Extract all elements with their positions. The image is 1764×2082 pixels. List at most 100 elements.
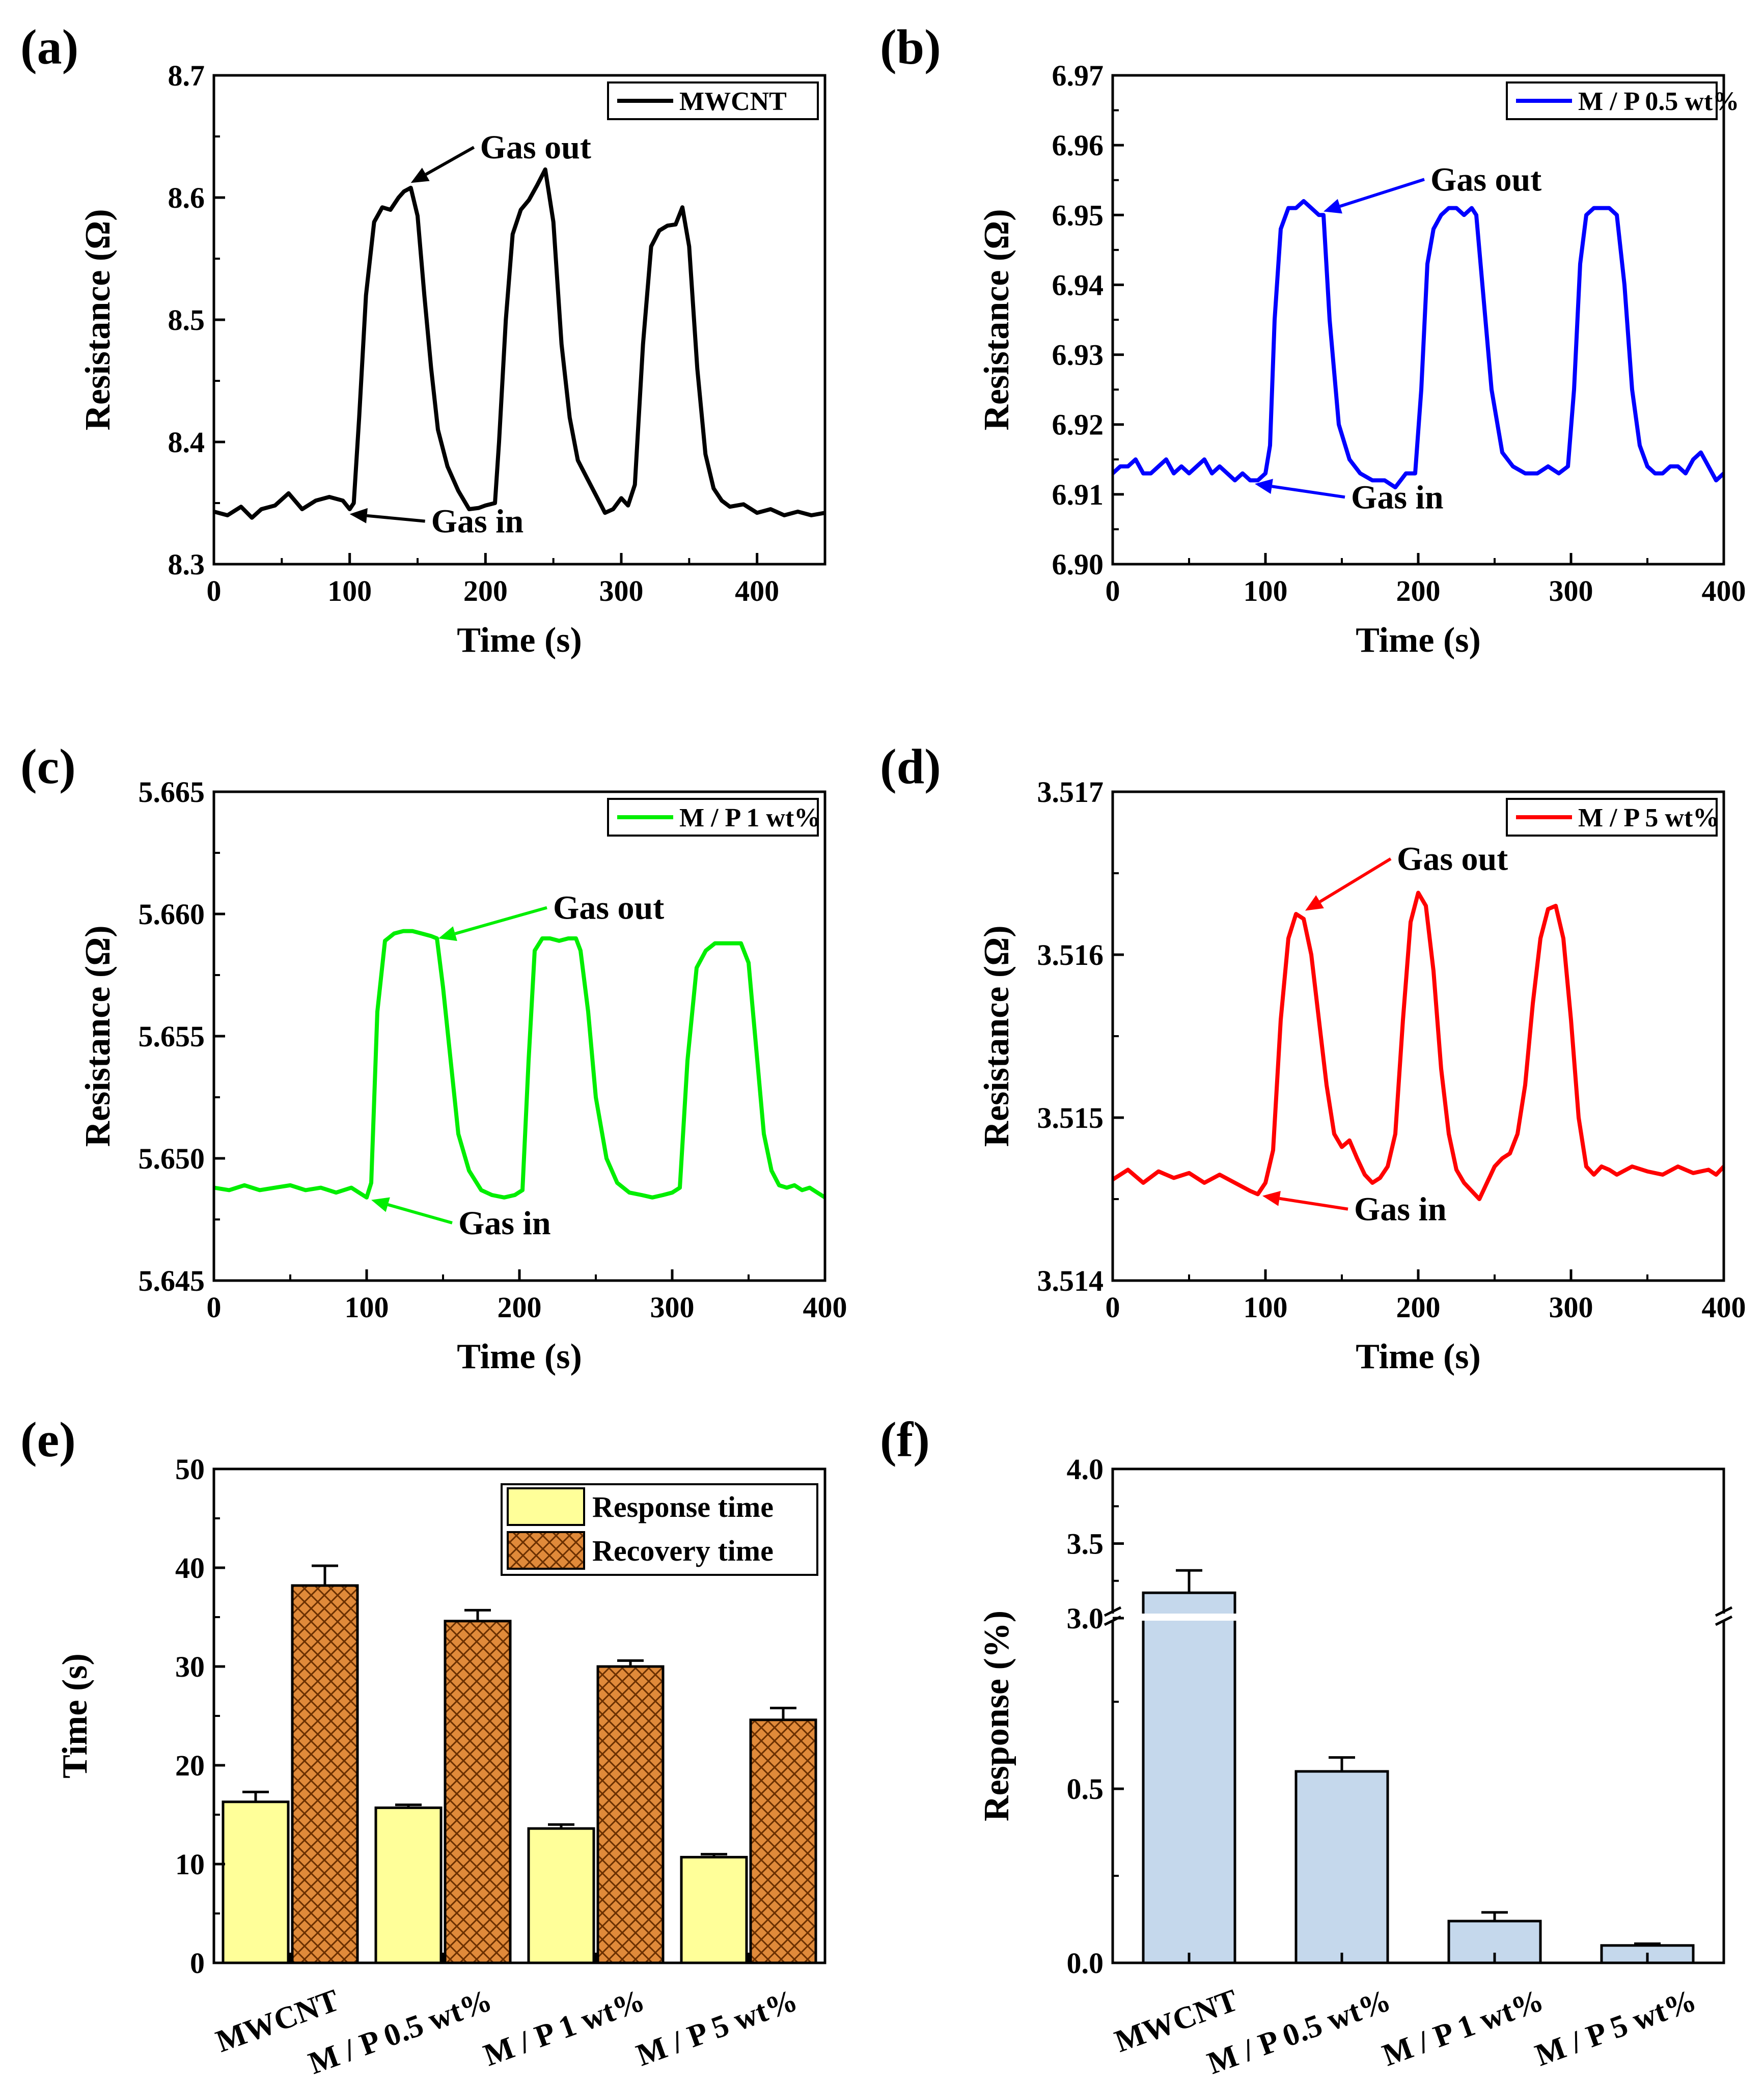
legend-label: M / P 0.5 wt% (1578, 87, 1739, 116)
y-tick-label: 6.97 (1052, 59, 1104, 92)
annotation-arrow-shaft (1279, 1197, 1348, 1211)
x-tick-label: 0 (1106, 574, 1120, 607)
y-tick-label: 3.516 (1037, 938, 1104, 971)
y-tick-label: 6.96 (1052, 129, 1104, 162)
x-tick-label: M / P 1 wt% (479, 1983, 649, 2073)
y-axis-label: Response (%) (977, 1611, 1016, 1821)
bar-response (374, 1806, 443, 1964)
x-tick-label: 0 (207, 574, 222, 607)
y-tick-label: 3.5 (1067, 1528, 1104, 1561)
legend-label: Response time (592, 1490, 774, 1523)
x-tick-label: 100 (327, 574, 372, 607)
x-tick-label: 100 (1244, 574, 1288, 607)
y-tick-label: 30 (175, 1650, 205, 1683)
legend-label: M / P 1 wt% (679, 803, 820, 832)
annotation-arrow-shaft (387, 1203, 453, 1225)
y-tick-label: 6.93 (1052, 339, 1104, 372)
annotation-text: Gas out (553, 890, 664, 927)
y-tick-label: 5.665 (139, 775, 205, 809)
panel-label-e: (e) (20, 1412, 76, 1467)
bar-response (222, 1800, 290, 1964)
x-tick-label: 300 (599, 574, 644, 607)
annotation-gas-out: Gas out (410, 129, 591, 183)
x-tick-label: 100 (1244, 1291, 1288, 1324)
annotation-text: Gas out (1397, 841, 1508, 878)
x-tick-label: 400 (735, 574, 779, 607)
x-tick-label: 300 (1549, 1291, 1593, 1324)
bar-recovery (749, 1718, 817, 1964)
y-tick-label: 6.95 (1052, 199, 1104, 232)
bar-response (1142, 1591, 1236, 1964)
x-tick-label: 400 (1702, 574, 1746, 607)
y-tick-label: 8.3 (168, 548, 205, 581)
annotation-text: Gas in (431, 503, 524, 540)
annotation-arrow-head (438, 926, 457, 941)
panel-d: (d) 0 100 200 300 400 3.514 3.515 3.516 3.517 Time… (880, 739, 1746, 1376)
x-tick-label: 300 (650, 1291, 695, 1324)
annotation-text: Gas out (480, 129, 591, 166)
y-tick-label: 8.6 (168, 181, 205, 214)
series-line-d (1111, 891, 1725, 1201)
x-tick-label: M / P 5 wt% (1531, 1983, 1701, 2073)
annotation-arrow-head (1255, 479, 1273, 494)
annotation-arrow-shaft (425, 146, 475, 176)
axis-break-mark (1715, 1615, 1733, 1626)
y-tick-label: 5.660 (139, 898, 205, 931)
annotation-gas-in: Gas in (371, 1197, 551, 1242)
x-tick-label: 200 (1396, 1291, 1441, 1324)
x-tick-label: 300 (1549, 574, 1593, 607)
annotation-text: Gas in (458, 1205, 551, 1242)
legend-b: M / P 0.5 wt% (1506, 81, 1739, 120)
axis-break-mark (1104, 1606, 1122, 1617)
y-axis-label: Time (s) (56, 1653, 95, 1779)
y-tick-label: 10 (175, 1848, 205, 1881)
x-axis-label: Time (s) (457, 621, 582, 660)
legend-a: MWCNT (607, 81, 819, 120)
legend-swatch (507, 1531, 585, 1570)
y-tick-label: 3.0 (1067, 1602, 1104, 1635)
panel-a: (a) 0 100 200 300 400 8.3 8.4 8.5 8.6 8.7 Time (s) R… (20, 20, 826, 660)
y-tick-label: 8.4 (168, 426, 205, 459)
y-axis-label: Resistance (Ω) (78, 925, 118, 1147)
bar-response (680, 1855, 748, 1964)
x-tick-label: M / P 5 wt% (632, 1983, 802, 2073)
legend-label: M / P 5 wt% (1578, 803, 1719, 832)
annotation-arrow-head (1324, 199, 1342, 214)
y-tick-label: 3.517 (1037, 775, 1104, 809)
bar-response (1294, 1770, 1389, 1964)
legend-box (607, 81, 819, 120)
x-tick-label: 400 (803, 1291, 847, 1324)
y-tick-label: 5.650 (139, 1142, 205, 1175)
annotation-text: Gas in (1354, 1191, 1447, 1228)
bar-recovery (444, 1620, 512, 1964)
legend-c: M / P 1 wt% (607, 798, 820, 837)
series-line-b (1111, 199, 1725, 490)
bar-recovery (596, 1665, 665, 1964)
annotation-gas-in: Gas in (1262, 1191, 1447, 1228)
legend-swatch (507, 1487, 585, 1526)
annotation-gas-in: Gas in (1255, 479, 1444, 516)
y-tick-label: 3.515 (1037, 1101, 1104, 1134)
x-tick-label: 0 (207, 1291, 222, 1324)
y-tick-label: 40 (175, 1551, 205, 1585)
y-tick-label: 3.514 (1037, 1264, 1104, 1297)
y-tick-label: 4.0 (1067, 1453, 1104, 1486)
annotation-arrow-shaft (1319, 857, 1392, 903)
y-tick-label: 8.7 (168, 59, 205, 92)
annotation-arrow-shaft (454, 906, 547, 935)
x-tick-label: 200 (463, 574, 508, 607)
annotation-gas-out: Gas out (438, 890, 664, 941)
y-axis-label: Resistance (Ω) (977, 209, 1016, 430)
y-tick-label: 0 (190, 1947, 205, 1980)
panel-c: (c) 0 100 200 300 400 5.645 5.650 5.655 5.660 5.66… (20, 739, 847, 1376)
annotation-arrow-shaft (1272, 485, 1345, 499)
x-tick-label: 0 (1106, 1291, 1120, 1324)
axis-break-bar-gap (1128, 1614, 1220, 1621)
y-tick-label: 20 (175, 1749, 205, 1782)
x-axis-label: Time (s) (457, 1337, 582, 1376)
y-axis-label: Resistance (Ω) (78, 209, 118, 430)
legend-label: MWCNT (679, 87, 787, 116)
x-tick-label: 200 (498, 1291, 542, 1324)
